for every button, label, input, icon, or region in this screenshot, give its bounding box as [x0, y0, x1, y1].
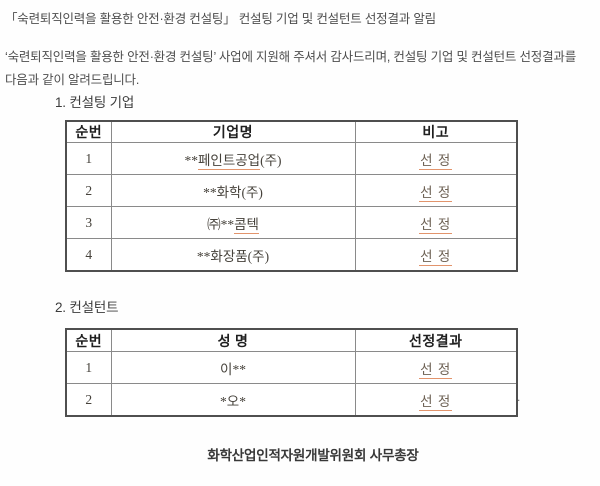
intro-line-1: ‘숙련퇴직인력을 활용한 안전·환경 컨설팅’ 사업에 지원해 주셔서 감사드리…	[5, 50, 577, 64]
name-segment: 콤텍	[234, 216, 259, 234]
header-row: 순번 성 명 선정결과	[65, 328, 518, 352]
section-heading-companies: 1. 컨설팅 기업	[55, 95, 135, 110]
column-header: 비고	[354, 120, 518, 143]
cell-result: 선 정	[354, 238, 518, 272]
cell-name: ㈜**콤텍	[110, 206, 356, 239]
name-segment: **	[184, 152, 198, 168]
column-header: 순번	[65, 328, 112, 352]
table-row: 4 **화장품(주) 선 정	[65, 238, 518, 272]
table-row: 2 **화학(주) 선 정	[65, 174, 518, 207]
result-text: 선 정	[419, 248, 453, 266]
table-row: 1 이** 선 정	[65, 351, 518, 384]
section-heading-consultants: 2. 컨설턴트	[55, 300, 119, 315]
table-row: 3 ㈜**콤텍 선 정	[65, 206, 518, 239]
cell-name: 이**	[110, 351, 356, 384]
header-row: 순번 기업명 비고	[65, 120, 518, 143]
name-segment: (주)	[260, 152, 282, 168]
intro-line-2: 다음과 같이 알려드립니다.	[5, 72, 140, 87]
consultants-table: 순번 성 명 선정결과 1 이** 선 정 2 *오* 선 정	[65, 328, 518, 417]
table-row: 2 *오* 선 정	[65, 383, 518, 417]
cell-number: 1	[65, 351, 112, 384]
name-segment: *오*	[220, 393, 246, 409]
signature-line: 화학산업인적자원개발위원회 사무총장	[207, 448, 419, 463]
result-text: 선 정	[419, 216, 453, 234]
cell-name: *오*	[110, 383, 356, 417]
document-title: 「숙련퇴직인력을 활용한 안전·환경 컨설팅」 컨설팅 기업 및 컨설턴트 선정…	[5, 12, 436, 26]
cell-name: **화학(주)	[110, 174, 356, 207]
column-header: 기업명	[110, 120, 356, 143]
result-text: 선 정	[419, 184, 453, 202]
cell-result: 선 정	[354, 351, 518, 384]
column-header: 성 명	[110, 328, 356, 352]
cell-result: 선 정	[354, 142, 518, 175]
result-text: 선 정	[419, 393, 453, 411]
cell-result: 선 정	[354, 206, 518, 239]
cell-number: 2	[65, 383, 112, 417]
result-text: 선 정	[419, 361, 453, 379]
intro-paragraph: ‘숙련퇴직인력을 활용한 안전·환경 컨설팅’ 사업에 지원해 주셔서 감사드리…	[5, 46, 576, 91]
cell-number: 3	[65, 206, 112, 239]
cell-number: 1	[65, 142, 112, 175]
cell-number: 4	[65, 238, 112, 272]
cell-name: **페인트공업(주)	[110, 142, 356, 175]
name-segment: **화학(주)	[203, 184, 263, 200]
cell-result: 선 정	[354, 383, 518, 417]
column-header: 순번	[65, 120, 112, 143]
companies-table: 순번 기업명 비고 1 **페인트공업(주) 선 정 2 **화학(주) 선 정 3 ㈜**콤텍 선 …	[65, 120, 518, 272]
name-segment: ㈜**	[207, 216, 235, 232]
table-row: 1 **페인트공업(주) 선 정	[65, 142, 518, 175]
column-header: 선정결과	[354, 328, 518, 352]
cell-number: 2	[65, 174, 112, 207]
name-segment: **화장품(주)	[196, 248, 270, 264]
result-text: 선 정	[419, 152, 453, 170]
name-segment: 페인트공업	[197, 152, 261, 170]
cell-name: **화장품(주)	[110, 238, 356, 272]
stray-period-mark: .	[517, 390, 521, 404]
name-segment: 이**	[220, 361, 246, 377]
cell-result: 선 정	[354, 174, 518, 207]
